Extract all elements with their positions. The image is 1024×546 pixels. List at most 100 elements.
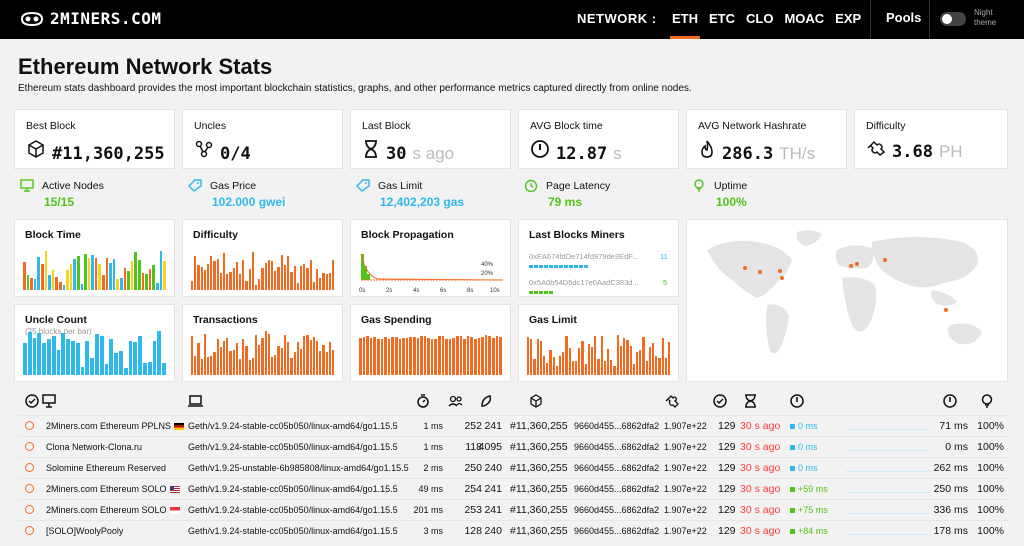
chart-bar [239,273,242,290]
propagation-dot [790,445,795,451]
chart-card-gas-spending: Gas Spending [350,304,511,382]
chart-bar [359,337,362,375]
chart-bar [610,360,613,375]
chart-bar [488,336,491,375]
check-circle-icon[interactable] [713,394,727,408]
node-name[interactable]: Solomine Ethereum Reserved [46,463,166,473]
chart-bar [30,277,33,290]
node-pending: 4095 [478,441,502,453]
chart-bar [229,271,232,290]
node-name[interactable]: 2Miners.com Ethereum PPLNS [46,421,185,431]
node-peers: 128 [464,525,482,537]
tab-etc[interactable]: ETC [709,11,735,26]
node-block: #11,360,255 [510,462,568,474]
metric-value: 15/15 [44,195,75,209]
node-name[interactable]: 2Miners.com Ethereum SOLO [46,505,180,515]
chart-bar [145,273,148,290]
table-row[interactable]: Solomine Ethereum Reserved Geth/v1.9.25-u… [18,457,1008,477]
chart-title: Transactions [193,314,258,326]
propagation-pct-label: 20% [481,271,494,277]
check-circle-icon[interactable] [25,394,39,408]
tab-eth[interactable]: ETH [670,11,700,39]
bulb-icon[interactable] [980,394,994,408]
logo[interactable]: 2MINERS.COM [20,9,161,28]
node-client: Geth/v1.9.24-stable-cc05b050/linux-amd64… [188,526,398,536]
metric-uptime: Uptime 100% [692,179,747,209]
node-marker [944,308,948,312]
satellite-icon[interactable] [480,394,494,408]
chart-bar [594,335,597,375]
propagation-bar [361,254,364,280]
table-row[interactable]: 2Miners.com Ethereum PPLNS Geth/v1.9.24-s… [18,415,1008,435]
propagation-dot [790,487,795,493]
chart-title: Last Blocks Miners [529,229,625,241]
chart-bar [533,358,536,375]
stat-unit: PH [938,142,963,161]
stat-value: 0/4 [220,144,251,164]
table-row[interactable]: [SOLO]WoolyPooly Geth/v1.9.24-stable-cc05… [18,520,1008,540]
cube-icon[interactable] [529,394,543,408]
chart-bar [94,258,98,290]
node-last-block-ago: 30 s ago [740,483,781,495]
chart-bar [328,342,331,375]
chart-card-transactions: Transactions [182,304,343,382]
chart-bar [416,337,420,375]
chart-bar [242,338,245,375]
table-row[interactable]: Clona Network-Clona.ru Geth/v1.9.24-stabl… [18,436,1008,456]
peers-icon[interactable] [448,394,463,408]
bulb-icon [694,179,704,192]
propagation-pct-label: 40% [481,262,494,268]
metric-gas-limit: Gas Limit 12,402,203 gas [356,179,464,209]
node-name[interactable]: [SOLO]WoolyPooly [46,526,123,536]
night-theme-toggle[interactable] [940,12,966,26]
map-asia [872,237,978,288]
node-block: #11,360,255 [510,441,568,453]
miner-count: 11 [660,252,668,261]
table-row[interactable]: 2Miners.com Ethereum SOLO Geth/v1.9.24-st… [18,478,1008,498]
block-time-bars [23,244,166,290]
node-name[interactable]: Clona Network-Clona.ru [46,442,142,452]
metric-value: 102.000 gwei [212,195,286,209]
chart-bar [258,345,261,375]
chart-bar [287,342,290,375]
chart-bar [319,277,322,290]
hourglass-icon[interactable] [744,394,757,408]
chart-bar [280,254,283,290]
chart-bar [296,341,299,375]
chart-bar [427,338,430,375]
table-row[interactable]: 2Miners.com Ethereum SOLO Geth/v1.9.24-st… [18,499,1008,519]
chart-card-last-blocks-miners: Last Blocks Miners 0xEA674fdDe714fd979de… [518,219,679,297]
chart-bar [491,337,495,375]
chart-card-gas-limit: Gas Limit [518,304,679,382]
chart-bar [645,361,648,375]
chart-bar [527,337,530,375]
laptop-icon[interactable] [188,394,203,408]
chart-bar [99,336,104,375]
monitor-icon[interactable] [42,394,56,408]
nodes-world-map[interactable] [686,219,1008,382]
chart-title: Gas Limit [529,314,577,326]
tab-moac[interactable]: MOAC [784,11,825,26]
chart-bar [152,341,157,375]
chart-bar [571,360,575,375]
chart-bar [42,342,46,375]
node-propagation: 0 ms [790,421,818,431]
chart-bar [85,340,90,375]
node-status-icon [25,463,34,472]
chart-bar [134,252,137,290]
chart-bar [441,335,445,375]
tab-exp[interactable]: EXP [835,11,862,26]
chart-bar [530,338,533,375]
pools-link[interactable]: Pools [886,10,922,25]
clock-icon[interactable] [943,394,957,408]
propagation-curve [360,253,504,281]
node-uptime: 100% [977,483,1004,495]
clock-icon[interactable] [790,394,804,408]
node-name[interactable]: 2Miners.com Ethereum SOLO [46,484,180,494]
puzzle-icon[interactable] [665,394,679,408]
stopwatch-icon[interactable] [416,394,430,408]
node-uptime: 100% [977,462,1004,474]
tab-clo[interactable]: CLO [746,11,774,26]
node-pending: 241 [484,483,502,495]
miner-count: 5 [663,278,668,287]
